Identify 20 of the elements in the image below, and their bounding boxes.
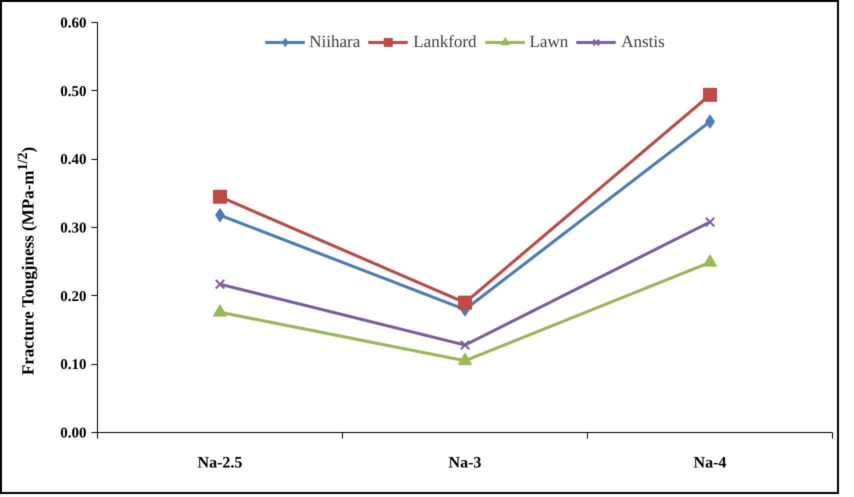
point [460, 340, 470, 350]
y-tick-label: 0.50 [60, 84, 86, 100]
point [214, 278, 226, 290]
y-tick-label: 0.40 [60, 152, 86, 168]
legend-label: Niihara [309, 32, 360, 52]
x-tick-label: Na-2.5 [198, 454, 242, 472]
y-tick-label: 0.30 [60, 220, 86, 236]
y-tick-label: 0.60 [60, 16, 86, 32]
y-tick-label: 0.10 [60, 357, 86, 374]
point [703, 88, 717, 102]
legend-label: Lankford [413, 32, 477, 52]
point [458, 296, 472, 310]
y-tick-label: 0.20 [60, 288, 86, 305]
x-tick-label: Na-3 [448, 454, 482, 472]
point [704, 216, 716, 228]
x-tick-label: Na-4 [694, 454, 726, 472]
y-tick-label: 0.00 [60, 426, 86, 442]
legend-label: Anstis [621, 32, 665, 52]
point [213, 190, 227, 204]
legend-label: Lawn [530, 32, 568, 52]
